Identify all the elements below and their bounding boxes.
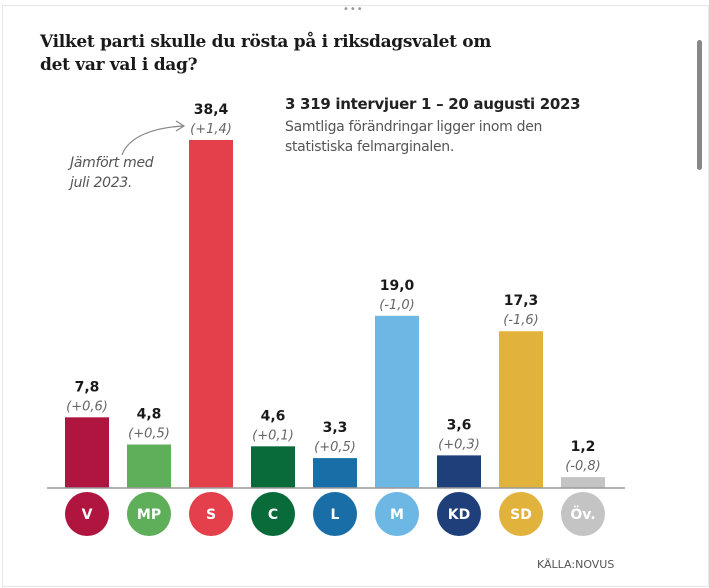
change-label: (+1,4) [190, 122, 232, 137]
bar-S [189, 140, 233, 488]
party-badge-Öv. [561, 492, 605, 536]
chart-subtitle: 3 319 intervjuer 1 – 20 augusti 2023 [285, 95, 581, 113]
bar-KD [437, 455, 481, 488]
party-badge-KD [437, 492, 481, 536]
category-label: MP [137, 507, 161, 523]
category-label: KD [448, 507, 470, 523]
party-badge-SD [499, 492, 543, 536]
bar-M [375, 315, 419, 488]
change-label: (+0,5) [314, 440, 356, 455]
bar-Öv. [561, 477, 605, 488]
category-label: S [206, 507, 216, 523]
change-label: (+0,5) [128, 427, 170, 442]
chart-title: Vilket parti skulle du rösta på i riksda… [40, 32, 492, 75]
party-badge-L [313, 492, 357, 536]
party-badge-S [189, 492, 233, 536]
category-label: V [82, 507, 93, 523]
category-label: L [331, 507, 340, 523]
value-label: 17,3 [504, 293, 539, 309]
value-label: 7,8 [75, 379, 100, 395]
more-options-icon[interactable]: ••• [343, 4, 364, 15]
annotation-arrowhead [175, 120, 186, 132]
value-label: 3,6 [447, 417, 472, 433]
change-label: (-1,6) [503, 313, 539, 328]
value-label: 3,3 [323, 420, 348, 436]
change-label: (+0,3) [438, 437, 480, 452]
bar-C [251, 446, 295, 488]
party-badge-MP [127, 492, 171, 536]
party-badge-M [375, 492, 419, 536]
chart-note: Samtliga förändringar ligger inom den st… [285, 119, 543, 155]
value-label: 1,2 [571, 439, 596, 455]
change-label: (+0,6) [66, 399, 108, 414]
comparison-annotation: Jämfört med juli 2023. [70, 153, 160, 193]
value-label: 19,0 [380, 278, 415, 294]
bar-MP [127, 444, 171, 488]
bar-L [313, 458, 357, 488]
category-label: C [268, 507, 278, 523]
value-label: 38,4 [194, 102, 229, 118]
bar-V [65, 417, 109, 488]
value-label: 4,8 [137, 407, 162, 423]
category-label: M [390, 507, 404, 523]
source-label: KÄLLA:NOVUS [537, 558, 615, 571]
change-label: (-1,0) [379, 298, 415, 313]
category-label: Öv. [570, 505, 595, 523]
change-label: (-0,8) [565, 459, 601, 474]
chart-card [2, 5, 709, 587]
bar-SD [499, 331, 543, 488]
scrollbar[interactable] [697, 40, 702, 170]
annotation-arrow [121, 125, 184, 156]
category-label: SD [510, 507, 532, 523]
change-label: (+0,1) [252, 428, 294, 443]
annotation-text: Jämfört med juli 2023. [70, 155, 154, 191]
value-label: 4,6 [261, 408, 286, 424]
party-badge-C [251, 492, 295, 536]
party-badge-V [65, 492, 109, 536]
